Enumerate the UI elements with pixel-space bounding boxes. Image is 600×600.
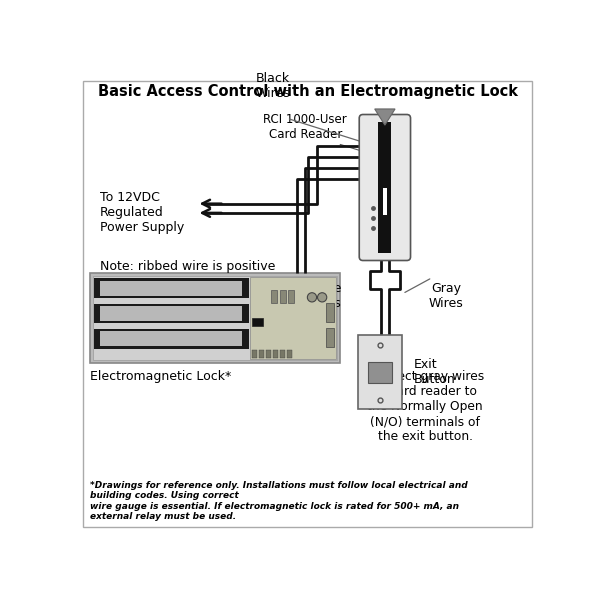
Bar — [280, 290, 286, 303]
Text: Basic Access Control with an Electromagnetic Lock: Basic Access Control with an Electromagn… — [97, 83, 517, 98]
Text: Gray
Wires: Gray Wires — [429, 282, 463, 310]
Text: Electromagnetic Lock*: Electromagnetic Lock* — [91, 370, 232, 383]
Bar — [288, 290, 294, 303]
Bar — [368, 362, 392, 383]
Bar — [280, 350, 285, 358]
Bar — [100, 331, 242, 346]
Bar — [100, 281, 242, 296]
Text: *Drawings for reference only. Installations must follow local electrical and
bui: *Drawings for reference only. Installati… — [91, 481, 468, 521]
Bar — [94, 329, 250, 349]
Bar — [100, 306, 242, 321]
Circle shape — [307, 293, 317, 302]
Text: White
Wires: White Wires — [305, 282, 342, 310]
Text: RCI 1000-User
Card Reader: RCI 1000-User Card Reader — [263, 113, 347, 142]
Bar — [358, 335, 402, 409]
Text: Black
Wires: Black Wires — [256, 72, 290, 100]
Bar — [94, 278, 250, 298]
Bar — [326, 328, 334, 347]
Bar — [91, 273, 340, 363]
Bar — [287, 350, 292, 358]
Bar — [252, 350, 257, 358]
Polygon shape — [375, 109, 395, 125]
Bar — [94, 304, 250, 323]
Circle shape — [317, 293, 327, 302]
Bar — [251, 318, 263, 326]
Bar — [93, 276, 337, 360]
Text: To 12VDC
Regulated
Power Supply: To 12VDC Regulated Power Supply — [100, 191, 184, 235]
Text: Note: ribbed wire is positive: Note: ribbed wire is positive — [100, 260, 275, 272]
Bar — [266, 350, 271, 358]
FancyBboxPatch shape — [359, 115, 410, 260]
Bar — [379, 122, 391, 253]
Bar — [273, 350, 278, 358]
Text: Exit
Button: Exit Button — [414, 358, 455, 386]
Bar — [250, 277, 336, 359]
Text: Connect gray wires
of card reader to
the Normally Open
(N/O) terminals of
the ex: Connect gray wires of card reader to the… — [366, 370, 484, 443]
Bar — [326, 303, 334, 322]
Bar — [383, 187, 387, 215]
Bar — [271, 290, 277, 303]
Bar — [259, 350, 264, 358]
